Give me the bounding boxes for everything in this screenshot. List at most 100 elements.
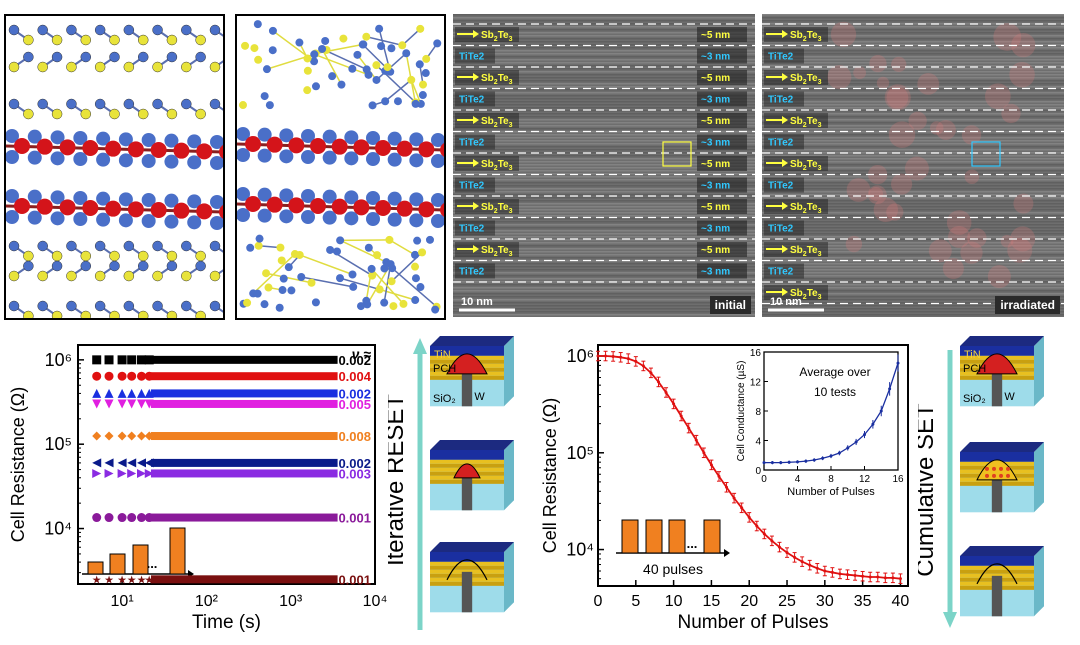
tem-lattice: [762, 182, 1064, 184]
pulse-bar: [169, 527, 186, 575]
pulse-bar: [668, 519, 686, 554]
tem-lattice: [762, 92, 1064, 94]
tem-lattice: [762, 14, 1064, 16]
atom: [137, 250, 149, 262]
atom: [152, 300, 163, 312]
tem-lattice: [453, 188, 755, 190]
series: 0.001: [92, 511, 371, 526]
marker: ★: [117, 574, 127, 586]
label-part: 2: [494, 208, 498, 215]
data-point: [876, 575, 880, 579]
atom: [310, 138, 326, 154]
marker: [127, 458, 137, 468]
tem-damage-spot: [890, 173, 913, 195]
tem-lattice: [453, 251, 755, 253]
data-point: [755, 524, 759, 528]
tem-thickness-bg: [697, 113, 747, 128]
tem-lattice: [453, 20, 755, 22]
data-point: [619, 355, 623, 359]
tem-lattice: [762, 143, 1064, 145]
tem-damage-spot: [960, 241, 983, 264]
label-part: Te: [498, 159, 509, 170]
data-point: [641, 364, 645, 368]
atom: [80, 34, 92, 46]
atom: [50, 151, 65, 166]
atom: [14, 138, 30, 154]
inset-x-tick-label: 8: [828, 474, 834, 485]
series-band: [150, 469, 338, 478]
atom: [6, 189, 19, 203]
tem-layer-label: TiTe2: [455, 263, 495, 279]
label-part: Sb: [481, 202, 494, 213]
atom: [344, 130, 359, 145]
atomic-model-left: [4, 14, 225, 320]
series-band: [150, 575, 338, 584]
atom: [23, 108, 34, 120]
inset-y-tick-label: 12: [750, 378, 762, 389]
tem-lattice: [453, 134, 755, 136]
tem-layer-name: TiTe2: [459, 224, 485, 235]
bond: [410, 79, 422, 105]
atom: [123, 98, 135, 110]
inset-data-point: [821, 456, 825, 460]
atom: [368, 271, 377, 280]
x-tick-label: 25: [778, 593, 796, 610]
y-axis-label: Cell Resistance (Ω): [8, 387, 28, 543]
series: 0.002: [92, 456, 371, 471]
tem-lattice: [762, 32, 1064, 34]
tem-lattice: [453, 269, 755, 271]
atom: [257, 127, 272, 142]
tem-lattice: [453, 59, 755, 61]
tem-lattice: [453, 119, 755, 121]
arrow-icon: [943, 612, 957, 628]
data-point: [626, 357, 630, 361]
tem-layer-name: TiTe2: [768, 52, 794, 63]
device-electrode: [461, 469, 473, 511]
atom: [166, 260, 178, 272]
data-point: [672, 402, 676, 406]
tem-lattice: [453, 53, 755, 55]
atom: [254, 241, 263, 250]
device-cell: [960, 546, 1044, 617]
data-point: [846, 573, 850, 577]
tem-initial-scale-label: 10 nm: [461, 296, 493, 308]
atom: [326, 245, 335, 254]
bond: [339, 239, 387, 263]
tem-layer-label: TiTe2: [764, 177, 804, 193]
bond: [371, 268, 405, 305]
atom: [284, 263, 293, 272]
series: 0.004: [92, 369, 372, 384]
tem-lattice: [762, 290, 1064, 292]
tem-layer-label: TiTe2: [455, 91, 495, 107]
tem-lattice: [762, 59, 1064, 61]
atom: [362, 32, 371, 41]
tem-label-bg: [455, 220, 495, 236]
atom: [152, 240, 163, 252]
atom: [275, 303, 284, 312]
atom: [187, 194, 202, 209]
crystal-nucleus: [999, 473, 1003, 478]
tem-lattice: [453, 26, 755, 28]
label-part: Te: [807, 202, 818, 213]
atom: [409, 153, 424, 168]
tem-layer-name: Sb2Te3: [790, 73, 822, 86]
marker: ★: [144, 574, 154, 586]
atom: [96, 152, 111, 167]
arrow-icon: [782, 30, 788, 38]
atom: [431, 154, 444, 168]
atom: [322, 150, 337, 165]
atom: [387, 277, 396, 286]
pulse-bar: [621, 519, 639, 554]
arrow-icon: [473, 245, 479, 253]
tem-layer-label: Sb2Te3: [764, 242, 828, 258]
tem-layer-name: Sb2Te3: [481, 159, 513, 172]
atom: [73, 212, 88, 226]
tem-lattice: [453, 74, 755, 76]
inset-y-label: Cell Conductance (µS): [736, 361, 747, 462]
tem-damage-spot: [886, 203, 904, 221]
atom: [137, 108, 149, 120]
pch-label: PCH: [963, 363, 986, 375]
device-tin: [960, 556, 1034, 566]
device-cell: [960, 442, 1044, 513]
tem-lattice: [762, 125, 1064, 127]
